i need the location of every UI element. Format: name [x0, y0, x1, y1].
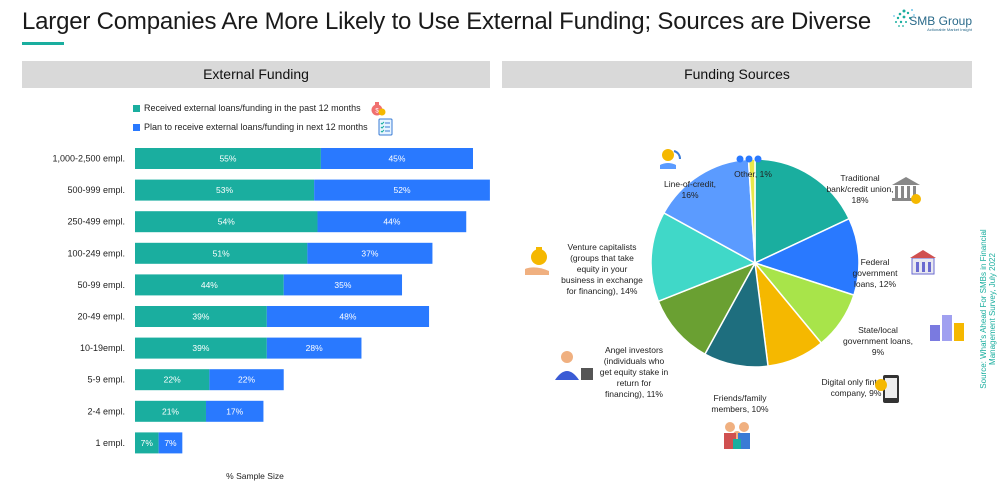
bar-plan: [320, 148, 473, 169]
funding-sources-header: Funding Sources: [502, 61, 972, 88]
bar-value-label: 7%: [141, 438, 154, 448]
bar-value-label: 52%: [394, 185, 411, 195]
bar-value-label: 55%: [219, 154, 236, 164]
bar-value-label: 22%: [164, 375, 181, 385]
bar-received: [135, 242, 308, 264]
bar-value-label: 21%: [162, 406, 179, 416]
family-icon: [724, 422, 750, 449]
bar-received: [135, 211, 318, 233]
bar-value-label: 7%: [164, 438, 177, 448]
ellipsis-dots-icon: [736, 155, 762, 163]
bar-received: [135, 432, 159, 454]
bar-plan: [283, 274, 403, 296]
bar-value-label: 22%: [238, 375, 255, 385]
bar-value-label: 37%: [361, 248, 378, 258]
legend-swatch-plan: [133, 123, 140, 131]
investor-icon: [555, 351, 593, 380]
bar-plan: [307, 242, 433, 264]
bar-value-label: 35%: [334, 280, 351, 290]
pie-slice-label: Federal government loans, 12%: [853, 257, 899, 289]
source-note: Source: What's Ahead For SMBs in Financi…: [979, 229, 997, 389]
money-bag-icon: $: [371, 102, 386, 116]
bar-category-label: 20-49 empl.: [77, 312, 125, 322]
bar-plan: [317, 211, 467, 233]
legend-received-label: Received external loans/funding in the p…: [144, 103, 361, 113]
pie-slice-label: Digital only fintech company, 9%: [822, 377, 891, 398]
legend-received: Received external loans/funding in the p…: [133, 99, 387, 117]
bar-value-label: 39%: [192, 343, 209, 353]
city-buildings-icon: [930, 315, 964, 341]
pie-slice: [754, 158, 851, 265]
bar-value-label: 44%: [383, 217, 400, 227]
logo-tagline: Actionable Market Insight: [927, 27, 972, 32]
legend-plan-label: Plan to receive external loans/funding i…: [144, 122, 368, 132]
bar-received: [135, 274, 284, 296]
bar-value-label: 39%: [192, 312, 209, 322]
bar-category-label: 500-999 empl.: [67, 185, 125, 195]
checklist-icon: [378, 118, 393, 136]
pie-slice-label: Traditional bank/credit union, 18%: [826, 173, 893, 205]
bar-value-label: 54%: [218, 217, 235, 227]
funding-sources-pie-chart: Traditional bank/credit union, 18% Federal g…: [525, 149, 964, 449]
external-funding-header: External Funding: [22, 61, 490, 88]
logo-name: SMB Group: [909, 14, 972, 28]
bar-received: [135, 306, 267, 327]
bar-plan: [209, 369, 284, 391]
title-underline: [22, 42, 64, 45]
bar-category-label: 1 empl.: [95, 438, 125, 448]
bar-value-label: 28%: [306, 343, 323, 353]
bar-plan: [314, 179, 490, 201]
bar-plan: [158, 432, 183, 454]
money-sack-hand-icon: [525, 247, 549, 275]
bank-icon: [892, 177, 921, 204]
pie-slice-label: Line-of-credit, 16%: [664, 179, 716, 200]
bar-received: [135, 369, 210, 391]
bar-category-label: 250-499 empl.: [67, 217, 125, 227]
bar-category-label: 1,000-2,500 empl.: [52, 154, 125, 164]
bar-value-label: 17%: [226, 406, 243, 416]
bar-value-label: 51%: [213, 248, 230, 258]
bar-plan: [266, 337, 362, 359]
bar-category-label: 10-19empl.: [80, 343, 125, 353]
pie-slice-label: State/local government loans, 9%: [843, 325, 913, 357]
fintech-phone-icon: [875, 375, 899, 403]
pie-slice-label: Other, 1%: [734, 169, 772, 179]
bar-category-label: 100-249 empl.: [67, 248, 125, 258]
bar-category-label: 50-99 empl.: [77, 280, 125, 290]
bar-plan: [266, 306, 430, 327]
svg-text:$: $: [375, 109, 379, 115]
bar-plan: [205, 400, 264, 422]
smb-group-logo-icon: [893, 9, 915, 27]
bar-received: [135, 337, 267, 359]
bar-received: [135, 179, 315, 201]
bar-value-label: 48%: [339, 312, 356, 322]
bar-value-label: 45%: [388, 154, 405, 164]
legend-swatch-received: [133, 104, 140, 112]
pie-slice-label: Friends/family members, 10%: [711, 393, 769, 414]
bar-received: [135, 400, 206, 422]
government-building-icon: [910, 250, 936, 275]
bar-value-label: 53%: [216, 185, 233, 195]
page-title: Larger Companies Are More Likely to Use …: [22, 8, 871, 35]
pie-slice-label: Venture capitalists (groups that take equi…: [561, 242, 643, 296]
bar-category-label: 5-9 empl.: [87, 375, 125, 385]
bar-received: [135, 148, 321, 169]
pie-slice: [650, 211, 757, 303]
coin-hand-icon: [660, 149, 681, 169]
legend-plan: Plan to receive external loans/funding i…: [133, 117, 396, 137]
pie-slice-label: Angel investors (individuals who get equit…: [600, 345, 669, 399]
pie-slice: [752, 217, 860, 297]
bar-value-label: 44%: [201, 280, 218, 290]
external-funding-bar-chart: 1,000-2,500 empl. 55% 45% 500-999 empl. 53% 5…: [52, 148, 490, 481]
pie-slice: [657, 261, 757, 356]
bar-category-label: 2-4 empl.: [87, 406, 125, 416]
x-axis-label: % Sample Size: [226, 471, 284, 481]
